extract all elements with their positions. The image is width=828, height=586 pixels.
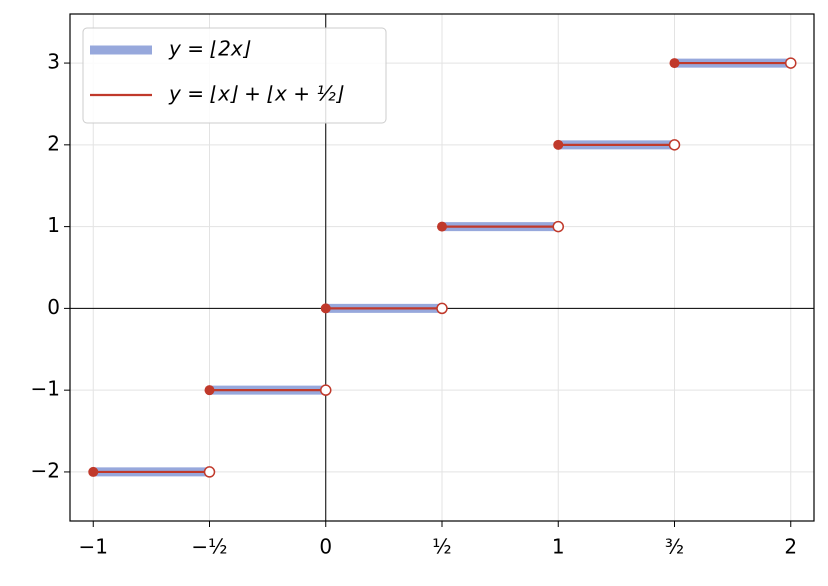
closed-endpoint — [669, 58, 680, 69]
y-tick-label: −2 — [31, 458, 60, 482]
open-endpoint — [320, 384, 332, 396]
y-tick-label: 1 — [47, 213, 60, 237]
x-tick-label: 0 — [319, 535, 332, 559]
closed-endpoint — [204, 385, 215, 396]
closed-endpoint — [553, 139, 564, 150]
y-tick-label: 2 — [47, 131, 60, 155]
y-tick-label: 0 — [47, 295, 60, 319]
plot-frame — [69, 13, 815, 522]
y-tick-label: −1 — [31, 377, 60, 401]
x-tick-label: 2 — [784, 535, 797, 559]
closed-endpoint — [88, 466, 99, 477]
open-endpoint — [552, 220, 564, 233]
open-endpoint — [436, 302, 448, 315]
closed-endpoint — [437, 221, 447, 232]
legend-box — [82, 27, 387, 124]
legend-label: y = ⌊2x⌋ — [168, 37, 251, 61]
legend-label: y = ⌊x⌋ + ⌊x + ½⌋ — [168, 82, 344, 106]
x-tick-label: ½ — [432, 535, 451, 559]
closed-endpoint — [320, 303, 331, 314]
y-tick-label: 3 — [47, 50, 60, 74]
open-endpoint — [668, 139, 681, 151]
x-tick-label: −½ — [191, 535, 227, 559]
open-endpoint — [203, 466, 216, 478]
x-tick-label: 1 — [552, 535, 565, 559]
x-tick-label: ³⁄₂ — [665, 535, 684, 559]
open-endpoint — [785, 57, 797, 69]
x-tick-label: −1 — [79, 535, 108, 559]
